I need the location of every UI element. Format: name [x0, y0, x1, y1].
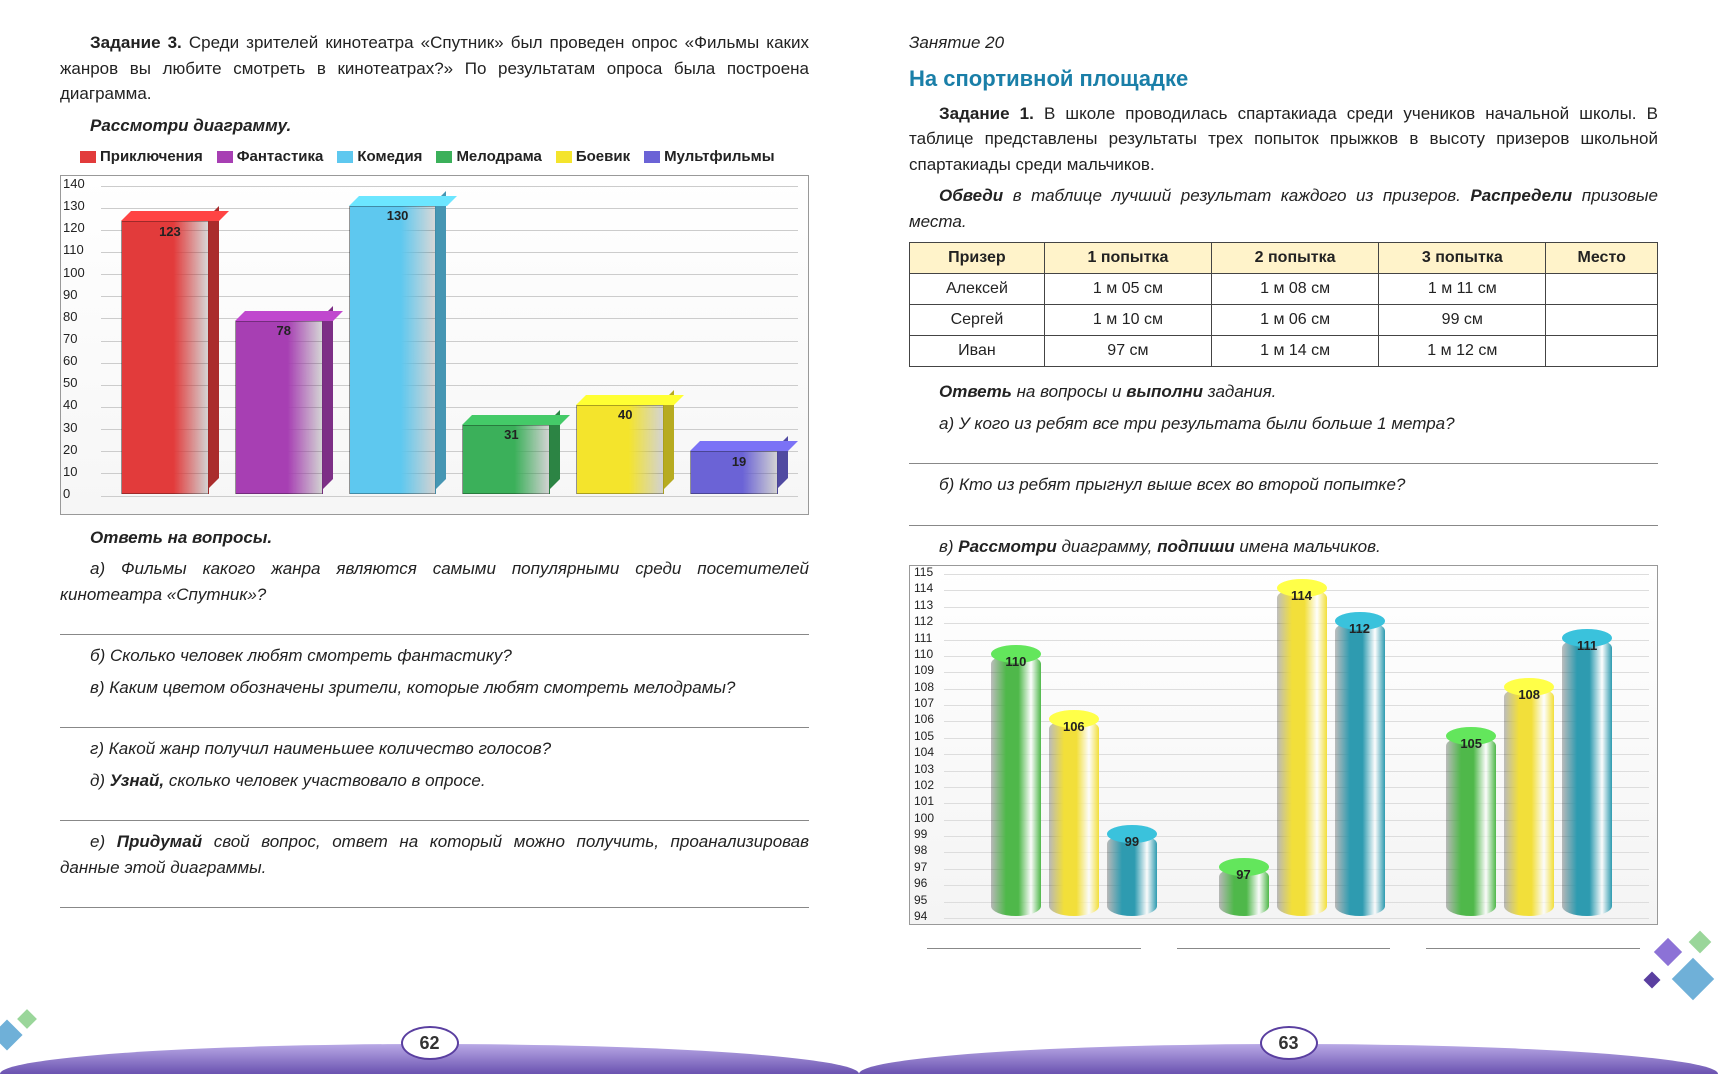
legend-item: Комедия: [337, 146, 422, 169]
chart2-bar: 112: [1335, 621, 1385, 916]
task1-label: Задание 1.: [939, 104, 1034, 123]
chart2-bar: 99: [1107, 834, 1157, 916]
legend-item: Мелодрама: [436, 146, 541, 169]
table-header: Призер: [910, 243, 1045, 274]
footer-right: 63: [859, 1026, 1718, 1074]
table-header: 1 попытка: [1044, 243, 1211, 274]
questions-head: Ответь на вопросы.: [60, 525, 809, 551]
table-instruction: Обведи в таблице лучший результат каждог…: [909, 183, 1658, 234]
corner-decoration-icon: [1638, 924, 1718, 1014]
blank-line: [60, 801, 809, 821]
lesson-title: На спортивной площадке: [909, 62, 1658, 95]
chart2-bar: 105: [1446, 736, 1496, 916]
blank-line: [909, 444, 1658, 464]
blank-line: [60, 708, 809, 728]
table-row: Алексей1 м 05 см1 м 08 см1 м 11 см: [910, 274, 1658, 305]
question-e: д) Узнай, сколько человек участвовало в …: [60, 768, 809, 794]
question-c-r: в) Рассмотри диаграмму, подпиши имена ма…: [909, 534, 1658, 560]
question-b-r: б) Кто из ребят прыгнул выше всех во вто…: [909, 472, 1658, 498]
chart2-group: 105108111: [1415, 638, 1643, 916]
chart1-instruction: Рассмотри диаграмму.: [60, 113, 809, 139]
corner-decoration-icon: [0, 1004, 50, 1064]
chart2-bar: 110: [991, 654, 1041, 916]
question-a-r: а) У кого из ребят все три результата бы…: [909, 411, 1658, 437]
chart1-legend: Приключения Фантастика Комедия Мелодрама Бое…: [80, 146, 809, 169]
legend-item: Мультфильмы: [644, 146, 774, 169]
footer-left: 62: [0, 1026, 859, 1074]
chart2-bar: 114: [1277, 588, 1327, 916]
chart2-name-blanks: [909, 931, 1658, 949]
blank-line: [909, 506, 1658, 526]
table-header: 3 попытка: [1379, 243, 1546, 274]
page-number-left: 62: [401, 1026, 459, 1060]
question-d: г) Какой жанр получил наименьшее количес…: [60, 736, 809, 762]
legend-item: Фантастика: [217, 146, 324, 169]
page-left: Задание 3. Среди зрителей кинотеатра «Сп…: [0, 0, 859, 1080]
legend-item: Боевик: [556, 146, 630, 169]
blank-line: [60, 888, 809, 908]
page-right: Занятие 20 На спортивной площадке Задани…: [859, 0, 1718, 1080]
question-c: в) Каким цветом обозначены зрители, кото…: [60, 675, 809, 701]
table-row: Иван97 см1 м 14 см1 м 12 см: [910, 336, 1658, 367]
task3-text: Задание 3. Среди зрителей кинотеатра «Сп…: [60, 30, 809, 107]
question-a: а) Фильмы какого жанра являются самыми п…: [60, 556, 809, 607]
task3-label: Задание 3.: [90, 33, 182, 52]
chart2-bar: 97: [1219, 867, 1269, 916]
chart2-bar: 111: [1562, 638, 1612, 916]
table-row: Сергей1 м 10 см1 м 06 см99 см: [910, 305, 1658, 336]
page-number-right: 63: [1260, 1026, 1318, 1060]
lesson-number: Занятие 20: [909, 30, 1658, 56]
chart1: 0102030405060708090100110120130140123781…: [60, 175, 809, 515]
questions-head-r: Ответь на вопросы и выполни задания.: [909, 379, 1658, 405]
jumps-table: Призер1 попытка2 попытка3 попыткаМестоАл…: [909, 242, 1658, 367]
blank-line: [60, 615, 809, 635]
chart2-bar: 106: [1049, 719, 1099, 916]
table-header: Место: [1546, 243, 1658, 274]
chart2-bar: 108: [1504, 687, 1554, 916]
task1-text: Задание 1. В школе проводилась спартакиа…: [909, 101, 1658, 178]
question-b: б) Сколько человек любят смотреть фантас…: [60, 643, 809, 669]
chart2-group: 11010699: [960, 654, 1188, 916]
table-header: 2 попытка: [1212, 243, 1379, 274]
chart2-group: 97114112: [1188, 588, 1416, 916]
chart2: 9495969798991001011021031041051061071081…: [909, 565, 1658, 925]
legend-item: Приключения: [80, 146, 203, 169]
question-f: е) Придумай свой вопрос, ответ на которы…: [60, 829, 809, 880]
